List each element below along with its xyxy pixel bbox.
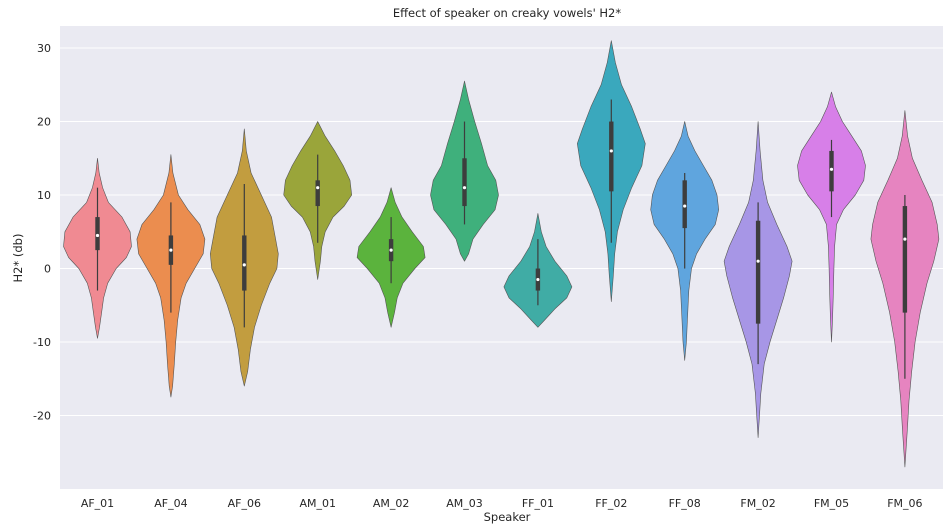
violin-iqr-box — [682, 180, 687, 229]
violin-af-01 — [63, 158, 132, 339]
x-tick-label: FF_08 — [669, 497, 701, 510]
violin-median — [536, 277, 540, 282]
violin-iqr-box — [315, 180, 320, 207]
violin-af-06 — [210, 128, 279, 387]
violin-median — [609, 149, 613, 153]
violin-median — [316, 186, 320, 190]
violin-median — [683, 204, 687, 208]
violin-am-03 — [430, 80, 499, 262]
violin-iqr-box — [242, 235, 247, 291]
violin-iqr-box — [902, 206, 908, 313]
violin-median — [242, 263, 246, 267]
violin-median — [389, 248, 393, 252]
gridlines — [60, 47, 943, 417]
y-tick-label: -10 — [33, 336, 51, 349]
x-tick-label: AF_01 — [81, 497, 114, 510]
violin-iqr-box — [755, 220, 761, 324]
x-tick-label: AM_01 — [299, 497, 336, 510]
x-tick-label: FM_02 — [740, 497, 775, 510]
x-tick-label: FF_02 — [595, 497, 627, 510]
violin-iqr-box — [829, 150, 834, 192]
violin-median — [829, 167, 834, 171]
violin-iqr-box — [95, 217, 100, 251]
violin-fm-05 — [797, 91, 866, 343]
violin-iqr-box — [609, 121, 614, 192]
violin-median — [903, 237, 907, 241]
y-tick-label: 0 — [44, 263, 51, 276]
violin-ff-08 — [650, 121, 719, 361]
violin-iqr-box — [462, 158, 467, 207]
violin-fm-02 — [723, 121, 793, 438]
x-axis-title: Speaker — [484, 510, 531, 524]
y-axis: -20 -10 0 10 20 30 — [33, 42, 51, 422]
plot-area — [60, 26, 943, 489]
violin-ff-02 — [577, 40, 646, 302]
x-tick-label: FM_06 — [887, 497, 922, 510]
violin-am-02 — [356, 187, 426, 328]
x-tick-label: FM_05 — [814, 497, 849, 510]
violin-median — [169, 248, 173, 252]
x-tick-label: FF_01 — [522, 497, 554, 510]
x-axis: AF_01 AF_04 AF_06 AM_01 AM_02 AM_03 FF_01 FF_02… — [81, 497, 923, 510]
y-tick-label: 20 — [37, 116, 51, 129]
violin-median — [95, 233, 100, 238]
y-tick-label: 30 — [37, 42, 51, 55]
chart-title: Effect of speaker on creaky vowels' H2* — [393, 6, 622, 20]
violin-median — [462, 186, 467, 190]
x-tick-label: AM_03 — [446, 497, 483, 510]
violin-fm-06 — [870, 110, 940, 468]
violin-median — [756, 259, 760, 263]
x-tick-label: AM_02 — [373, 497, 410, 510]
y-tick-label: 10 — [37, 189, 51, 202]
x-tick-label: AF_06 — [228, 497, 261, 510]
y-tick-label: -20 — [33, 410, 51, 423]
violin-ff-01 — [503, 213, 573, 328]
y-axis-title: H2* (db) — [11, 234, 25, 283]
violin-af-04 — [136, 154, 206, 398]
x-tick-label: AF_04 — [154, 497, 187, 510]
violin-am-01 — [283, 121, 352, 280]
violins — [63, 40, 940, 468]
